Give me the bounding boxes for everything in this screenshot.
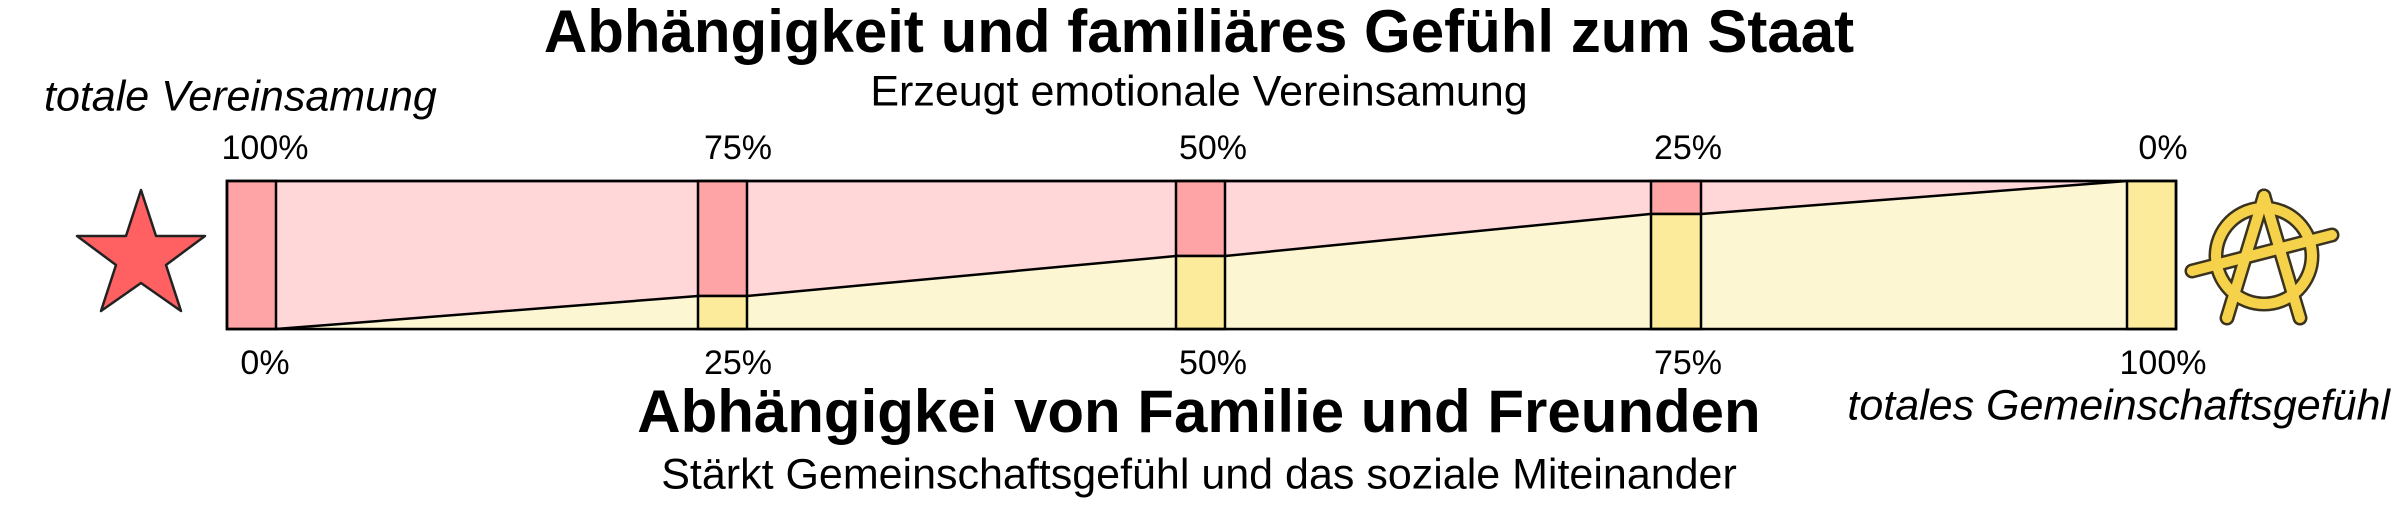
bottom-tick-label: 75% [1654,344,1722,382]
bottom-pole-label: totales Gemeinschaftsgefühl [1847,381,2391,429]
top-tick-label: 100% [222,129,309,167]
scale-bar [225,179,2178,331]
top-tick-label: 50% [1179,129,1247,167]
bottom-tick-label: 25% [704,344,772,382]
bar-outline [225,179,2178,331]
star-icon [75,188,207,313]
top-subtitle: Erzeugt emotionale Vereinsamung [870,67,1527,115]
top-pole-label: totale Vereinsamung [44,72,437,120]
bottom-subtitle: Stärkt Gemeinschaftsgefühl und das sozia… [661,450,1737,498]
column-lower [1174,254,1227,331]
column-upper [1174,179,1227,258]
column-lower [696,294,749,331]
column-lower [1649,212,1703,331]
top-tick-label: 25% [1654,129,1722,167]
anarchy-icon [2184,188,2340,326]
column [2125,179,2178,331]
column [225,179,278,331]
top-tick-label: 75% [704,129,772,167]
bottom-scale: 0% 25% 50% 75% 100% [240,344,2206,382]
column-upper [1649,179,1703,216]
bottom-title: Abhängigkei von Familie und Freunden [637,378,1760,445]
top-scale: 100% 75% 50% 25% 0% [222,129,2188,167]
bottom-tick-label: 0% [240,344,289,382]
bottom-tick-label: 50% [1179,344,1247,382]
column-upper [696,179,749,298]
top-title: Abhängigkeit und familiäres Gefühl zum S… [544,0,1854,65]
bottom-tick-label: 100% [2120,344,2207,382]
top-tick-label: 0% [2138,129,2187,167]
